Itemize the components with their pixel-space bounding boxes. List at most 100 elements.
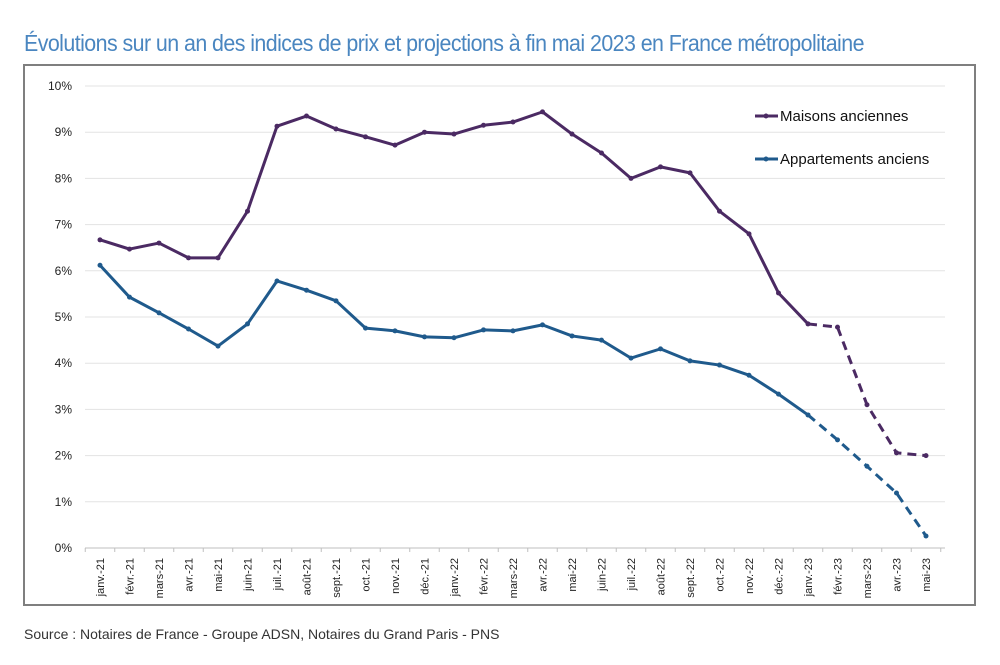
data-point	[392, 142, 398, 148]
x-tick-label: mai-23	[921, 558, 933, 592]
y-tick-label: 1%	[55, 495, 73, 509]
x-tick-label: janv.-22	[449, 558, 461, 597]
data-point	[923, 533, 929, 539]
x-tick-label: févr.-21	[125, 558, 137, 595]
y-tick-label: 7%	[55, 218, 73, 232]
data-point	[127, 246, 132, 252]
x-tick-label: août-21	[302, 558, 314, 595]
data-point	[274, 278, 280, 284]
data-point	[717, 208, 722, 214]
data-point	[156, 310, 162, 316]
x-tick-label: avr.-23	[892, 558, 904, 592]
x-tick-label: nov.-21	[390, 558, 402, 594]
y-tick-label: 10%	[48, 79, 72, 93]
chart-title: Évolutions sur un an des indices de prix…	[24, 30, 864, 56]
data-point	[746, 231, 752, 237]
y-tick-label: 5%	[55, 310, 73, 324]
data-point	[658, 164, 663, 170]
data-point	[835, 324, 840, 330]
data-point	[569, 131, 575, 137]
x-tick-label: déc.-21	[420, 558, 432, 595]
x-tick-label: mai-22	[567, 558, 579, 592]
x-tick-label: oct.-22	[715, 558, 727, 592]
data-point	[333, 298, 339, 304]
x-tick-label: déc.-22	[774, 558, 786, 595]
data-point	[127, 294, 132, 300]
data-point	[746, 372, 752, 378]
data-point	[599, 150, 604, 156]
source-note: Source : Notaires de France - Groupe ADS…	[24, 626, 500, 642]
data-point	[687, 170, 693, 176]
x-tick-label: juil.-21	[272, 558, 284, 591]
x-tick-label: févr.-22	[479, 558, 491, 595]
data-point	[186, 326, 191, 332]
data-point	[776, 391, 781, 397]
data-point	[304, 287, 309, 293]
data-point	[923, 453, 929, 459]
data-point	[835, 437, 840, 443]
x-tick-label: nov.-22	[744, 558, 756, 594]
data-point	[392, 328, 398, 334]
legend-label: Maisons anciennes	[780, 108, 908, 125]
data-point	[215, 255, 221, 261]
data-point	[776, 290, 781, 296]
data-point	[540, 322, 545, 328]
data-point	[481, 122, 486, 128]
legend-marker	[763, 113, 769, 119]
data-point	[717, 362, 722, 368]
data-point	[805, 321, 811, 327]
x-tick-label: juil.-22	[626, 558, 638, 591]
data-point	[451, 131, 457, 137]
x-tick-label: mars-22	[508, 558, 520, 598]
x-tick-label: janv.-23	[803, 558, 815, 597]
x-tick-label: juin-22	[597, 558, 609, 592]
data-point	[451, 335, 457, 341]
data-point	[363, 134, 368, 140]
data-point	[422, 334, 427, 340]
x-tick-label: févr.-23	[833, 558, 845, 595]
data-point	[274, 123, 280, 129]
data-point	[687, 358, 693, 364]
x-tick-label: avr.-22	[538, 558, 550, 592]
data-point	[245, 321, 250, 327]
x-tick-label: avr.-21	[184, 558, 196, 592]
data-point	[864, 463, 870, 469]
data-point	[333, 126, 339, 132]
data-point	[97, 237, 103, 243]
data-point	[97, 262, 103, 268]
y-tick-label: 0%	[55, 541, 73, 555]
legend-marker	[763, 156, 769, 162]
data-point	[245, 208, 250, 214]
data-point	[363, 325, 368, 331]
data-point	[864, 402, 870, 408]
y-tick-label: 3%	[55, 402, 73, 416]
x-tick-label: sept.-22	[685, 558, 697, 598]
data-point	[599, 337, 604, 343]
data-point	[481, 327, 486, 333]
x-tick-label: août-22	[656, 558, 668, 595]
data-point	[304, 113, 309, 119]
x-tick-label: sept.-21	[331, 558, 343, 598]
x-tick-label: janv.-21	[95, 558, 107, 597]
x-tick-label: juin-21	[243, 558, 255, 592]
legend-label: Appartements anciens	[780, 151, 929, 168]
y-tick-label: 2%	[55, 449, 73, 463]
data-point	[894, 490, 899, 496]
y-tick-label: 4%	[55, 356, 73, 370]
data-point	[156, 240, 162, 246]
data-point	[422, 129, 427, 135]
data-point	[658, 346, 663, 352]
data-point	[805, 412, 811, 418]
x-tick-label: mars-21	[154, 558, 166, 598]
y-tick-label: 8%	[55, 171, 73, 185]
x-tick-label: oct.-21	[361, 558, 373, 592]
x-tick-label: mai-21	[213, 558, 225, 592]
plot-frame	[23, 64, 976, 606]
y-tick-label: 6%	[55, 264, 73, 278]
x-tick-label: mars-23	[862, 558, 874, 598]
data-point	[569, 333, 575, 339]
data-point	[510, 119, 516, 125]
data-point	[540, 109, 545, 115]
data-point	[628, 175, 634, 181]
data-point	[215, 343, 221, 349]
